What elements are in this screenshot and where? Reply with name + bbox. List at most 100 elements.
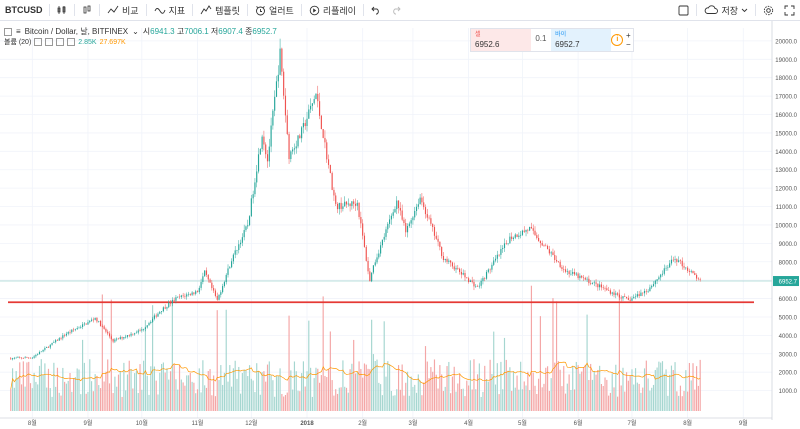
candle-body (121, 337, 123, 339)
volume-bar (143, 360, 145, 411)
hamburger-icon[interactable]: ≡ (16, 27, 21, 36)
volume-bar (344, 386, 346, 411)
volume-bar (498, 394, 500, 411)
candle-body (419, 197, 421, 205)
price-axis[interactable]: 1000.02000.03000.04000.05000.06000.07000… (771, 21, 800, 429)
candle-body (640, 292, 642, 296)
volume-bar (432, 371, 434, 411)
last-price-label-text: 6952.7 (779, 280, 798, 286)
candle-body (62, 335, 64, 339)
volume-bar (10, 388, 12, 411)
candle-body (387, 223, 389, 230)
candle-body (56, 340, 59, 341)
candle-body (112, 338, 114, 342)
volume-bar (441, 374, 443, 411)
volume-bar (546, 366, 549, 411)
candle-body (669, 263, 671, 268)
volume-bar (602, 385, 604, 411)
chevron-down-icon[interactable]: ⌄ (132, 27, 139, 36)
compare-button[interactable]: 비교 (102, 0, 144, 20)
volume-bar (597, 369, 599, 411)
redo-button[interactable] (386, 0, 406, 20)
candle-body (69, 331, 71, 333)
candle-body (453, 266, 455, 270)
settings-button[interactable] (758, 0, 779, 20)
candle-body (340, 202, 342, 209)
candle-body (597, 283, 599, 288)
more-icon[interactable] (67, 38, 76, 46)
volume-bar (265, 381, 267, 411)
volume-bar (263, 371, 265, 411)
trade-panel: 셀 6952.6 0.1 바이 6952.7 i + − (470, 28, 634, 52)
candle-body (536, 235, 538, 239)
alert-button[interactable]: 얼러트 (250, 0, 299, 20)
candle-body (503, 243, 506, 249)
templates-button[interactable]: 템플릿 (195, 0, 245, 20)
layout-button[interactable] (673, 0, 694, 20)
candle-body (71, 329, 73, 333)
volume-bar (340, 387, 342, 411)
candlestick-button[interactable] (77, 0, 97, 20)
time-tick-label: 4월 (464, 419, 473, 427)
buy-button[interactable]: 바이 6952.7 (551, 29, 611, 51)
price-chart[interactable]: 1000.02000.03000.04000.05000.06000.07000… (0, 21, 800, 429)
fullscreen-button[interactable] (779, 0, 800, 20)
time-tick-label: 2018 (300, 421, 314, 427)
volume-label[interactable]: 볼륨 (20) (4, 39, 32, 46)
candle-body (64, 335, 66, 336)
volume-bar (318, 382, 321, 411)
volume-bar (11, 368, 14, 411)
symbol-title[interactable]: Bitcoin / Dollar, 날, BITFINEX (24, 27, 129, 36)
volume-bar (599, 365, 601, 411)
volume-bar (125, 390, 127, 411)
candle-body (380, 245, 382, 254)
volume-bar (141, 389, 143, 411)
volume-bar (182, 382, 184, 411)
candle-body (609, 290, 612, 294)
undo-button[interactable] (366, 0, 386, 20)
eye-icon[interactable] (34, 38, 43, 46)
indicators-button[interactable]: 지표 (149, 0, 191, 20)
volume-bar (22, 361, 24, 411)
candle-body (408, 223, 410, 227)
candle-body (116, 338, 118, 340)
candle-body (270, 125, 272, 147)
volume-bar (231, 386, 233, 411)
candle-body (638, 294, 640, 296)
toolbar-right: 저장 (673, 0, 800, 20)
candle-body (15, 357, 17, 359)
time-tick-label: 12월 (245, 419, 257, 427)
replay-button[interactable]: 리플레이 (304, 0, 361, 20)
volume-bar (484, 365, 486, 411)
volume-bar (679, 385, 682, 411)
layout-icon (678, 5, 689, 15)
candle-body (679, 260, 682, 262)
minus-button[interactable]: − (626, 40, 631, 49)
candle-body (74, 329, 76, 330)
chart-type-button[interactable] (52, 0, 72, 20)
candle-body (11, 358, 14, 360)
volume-bar (369, 369, 371, 411)
plus-button[interactable]: + (626, 31, 631, 40)
volume-bar (37, 384, 39, 411)
volume-bar (444, 386, 446, 411)
price-tick-label: 6000.0 (779, 297, 798, 303)
collapse-icon[interactable] (4, 27, 12, 36)
info-button[interactable]: i (611, 29, 624, 51)
candle-body (189, 293, 191, 295)
price-tick-label: 13000.0 (775, 168, 797, 174)
low-value: 6907.4 (218, 27, 243, 36)
save-button[interactable]: 저장 (699, 0, 753, 20)
volume-bar (234, 360, 236, 411)
candle-body (660, 274, 662, 278)
time-tick-label: 9월 (739, 419, 748, 427)
settings-icon[interactable] (45, 38, 54, 46)
symbol-search[interactable]: BTCUSD (5, 5, 43, 15)
volume-bar (625, 372, 628, 411)
time-axis[interactable]: 8월 9월 10월 11월 12월 2018 2월 3월 4월 5월 6월 7월 8월 9월 (0, 417, 772, 427)
candle-body (642, 292, 644, 294)
sell-button[interactable]: 셀 6952.6 (471, 29, 531, 51)
volume-bar (275, 376, 278, 411)
candle-body (322, 129, 324, 138)
close-icon[interactable] (56, 38, 65, 46)
